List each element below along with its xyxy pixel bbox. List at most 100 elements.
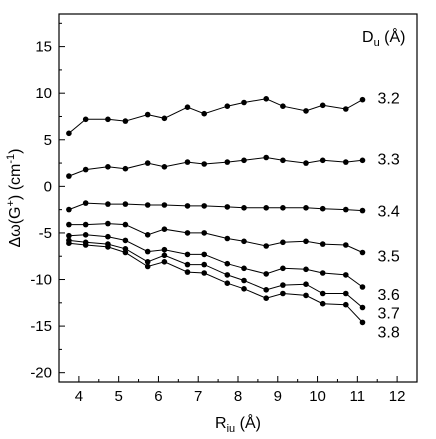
data-point — [144, 111, 151, 118]
x-tick-label: 12 — [389, 388, 406, 405]
data-point — [280, 103, 286, 109]
data-point — [303, 160, 309, 166]
data-point — [303, 292, 309, 299]
series-line-3.6 — [68, 234, 363, 288]
data-point — [303, 238, 309, 245]
series-points — [66, 96, 366, 326]
data-point — [319, 157, 326, 164]
data-point — [224, 235, 231, 242]
data-point — [184, 159, 191, 165]
data-point — [144, 248, 151, 255]
data-point — [280, 239, 286, 246]
data-point — [241, 205, 247, 211]
data-point — [184, 230, 191, 236]
data-point — [241, 277, 247, 284]
data-point — [82, 200, 89, 206]
data-point — [82, 116, 89, 123]
series-label-3.2: 3.2 — [378, 91, 400, 108]
x-tick-label: 9 — [274, 388, 282, 405]
data-point — [201, 110, 207, 117]
plot-frame — [58, 13, 418, 383]
data-point — [263, 243, 270, 249]
x-tick-label: 10 — [309, 388, 326, 405]
data-point — [359, 319, 366, 326]
y-tick-label: 0 — [44, 178, 52, 195]
data-point — [122, 249, 129, 256]
data-point — [201, 230, 207, 236]
x-tick-labels: 4 5 6 7 8 9 10 11 12 — [75, 388, 406, 405]
data-point — [280, 290, 286, 297]
x-tick-label: 6 — [154, 388, 162, 405]
data-point — [343, 272, 349, 278]
data-point — [105, 201, 111, 207]
series-label-3.6: 3.6 — [378, 287, 400, 304]
series-line-3.2 — [68, 98, 363, 134]
data-point — [184, 261, 191, 268]
data-point — [263, 96, 270, 102]
data-point — [122, 118, 129, 124]
data-point — [161, 164, 168, 170]
data-point — [343, 206, 349, 213]
data-point — [184, 104, 191, 110]
data-point — [241, 99, 247, 106]
data-point — [280, 157, 286, 164]
data-point — [280, 282, 286, 288]
data-point — [224, 159, 231, 165]
series-line-3.3 — [68, 156, 363, 177]
data-point — [319, 241, 326, 247]
y-tick-label: 15 — [35, 39, 52, 56]
x-tick-label: 5 — [114, 388, 122, 405]
data-point — [201, 203, 207, 209]
series-line-3.8 — [68, 242, 363, 323]
y-tick-label: 5 — [44, 132, 52, 149]
data-point — [105, 220, 111, 227]
data-point — [105, 164, 111, 170]
data-point — [224, 204, 231, 210]
data-point — [303, 108, 309, 114]
data-point — [144, 232, 151, 238]
data-point — [303, 205, 309, 211]
data-point — [66, 206, 72, 213]
data-point — [161, 202, 168, 208]
data-point — [241, 157, 247, 164]
data-point — [161, 115, 168, 122]
series-line-3.5 — [68, 223, 363, 253]
series-label-3.7: 3.7 — [378, 305, 400, 322]
data-point — [161, 252, 168, 259]
data-point — [359, 284, 366, 290]
data-point — [122, 165, 129, 172]
series-label-3.5: 3.5 — [378, 249, 400, 266]
data-point — [144, 263, 151, 270]
series-label-3.3: 3.3 — [378, 151, 400, 168]
x-tick-label: 11 — [350, 388, 366, 405]
x-axis-title: Riu (Å) — [215, 413, 261, 435]
data-point — [161, 259, 168, 265]
data-point — [201, 270, 207, 276]
data-point — [241, 265, 247, 272]
data-point — [161, 246, 168, 253]
data-point — [184, 203, 191, 209]
data-point — [303, 266, 309, 273]
data-point — [241, 238, 247, 245]
data-point — [263, 287, 270, 293]
data-point — [319, 102, 326, 109]
data-point — [343, 242, 349, 248]
data-point — [280, 265, 286, 272]
data-point — [263, 154, 270, 161]
data-point — [343, 290, 349, 297]
x-tick-label: 7 — [194, 388, 202, 405]
y-axis-title: Δω(G+) (cm-1) — [5, 149, 24, 248]
data-point — [263, 205, 270, 211]
data-point — [66, 232, 72, 239]
y-tick-label: -20 — [30, 365, 52, 382]
data-point — [82, 232, 89, 238]
data-point — [359, 249, 366, 256]
x-tick-label: 8 — [234, 388, 242, 405]
data-point — [201, 251, 207, 258]
axis-ticks — [58, 22, 418, 382]
data-point — [319, 300, 326, 307]
series-label-3.4: 3.4 — [378, 204, 400, 221]
data-point — [319, 270, 326, 276]
data-point — [224, 280, 231, 287]
